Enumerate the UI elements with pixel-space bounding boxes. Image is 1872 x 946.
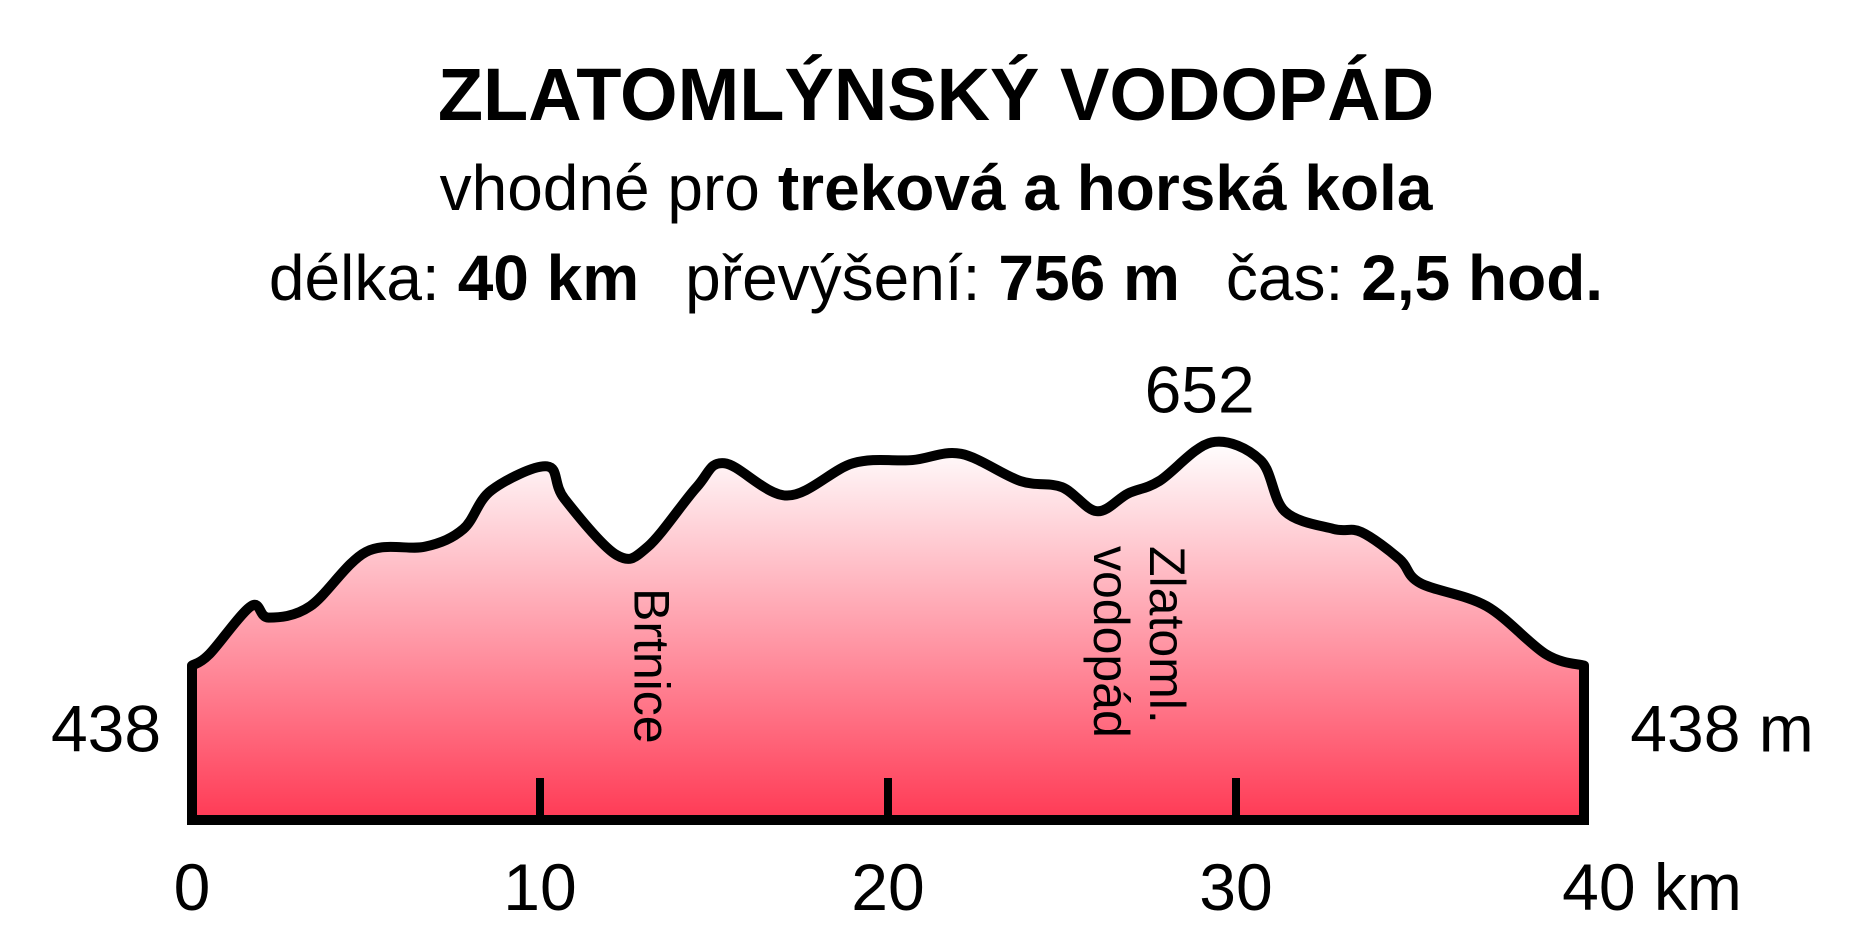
chart-title: ZLATOMLÝNSKÝ VODOPÁD (438, 53, 1434, 136)
value-label: 438 m (1630, 692, 1813, 766)
subtitle: vhodné pro treková a horská kola (440, 152, 1433, 224)
x-tick-label: 30 (1199, 850, 1272, 924)
subtitle-bold: treková a horská kola (778, 152, 1433, 224)
subtitle-text: vhodné pro (440, 152, 760, 224)
value-label: 652 (1145, 352, 1255, 426)
place-label: Zlatoml. (1139, 546, 1195, 724)
stat-label: převýšení: (685, 242, 980, 314)
x-tick-label: 40 km (1562, 850, 1742, 924)
value-label: 438 (51, 692, 161, 766)
stat-label: čas: (1226, 242, 1343, 314)
profile-outline (187, 436, 1589, 825)
x-tick-label: 0 (174, 850, 211, 924)
stat-value: 756 m (998, 242, 1179, 314)
stat-value: 2,5 hod. (1361, 242, 1603, 314)
stat-value: 40 km (458, 242, 639, 314)
place-label: vodopád (1083, 546, 1139, 738)
area-fill (192, 441, 1584, 820)
stats: délka: 40 km převýšení: 756 m čas: 2,5 hod. (269, 242, 1603, 314)
stat-label: délka: (269, 242, 440, 314)
x-tick-label: 20 (851, 850, 924, 924)
x-tick-label: 10 (503, 850, 576, 924)
place-label: Brtnice (624, 588, 680, 744)
